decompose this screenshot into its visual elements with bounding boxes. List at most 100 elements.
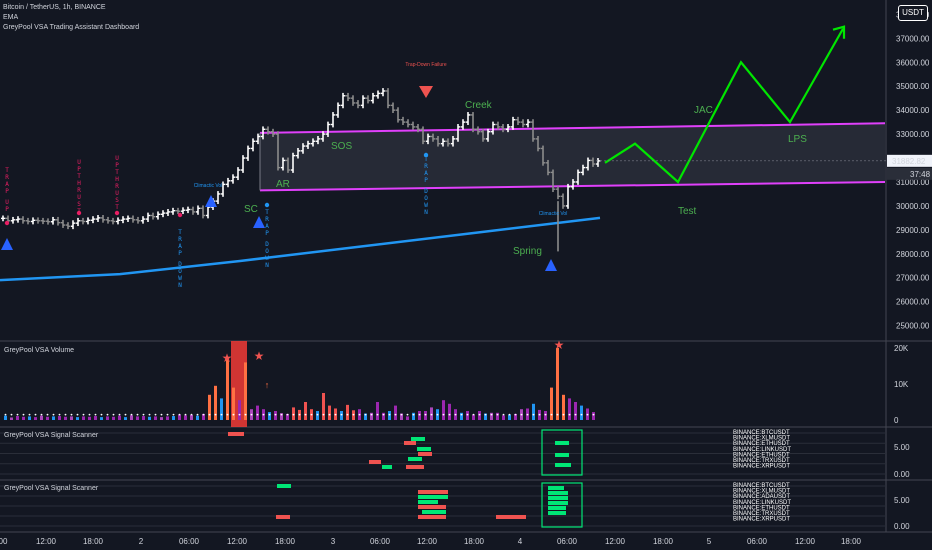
- volume-ma-dot: [436, 413, 439, 416]
- volume-bar: [574, 402, 577, 420]
- volume-bar: [112, 416, 115, 420]
- volume-ma-dot: [94, 413, 97, 416]
- signal-dot: [4, 220, 10, 226]
- price-tick-label: 25000.00: [896, 322, 930, 331]
- volume-ma-dot: [544, 413, 547, 416]
- volume-ma-dot: [538, 413, 541, 416]
- wyckoff-projection-line: [604, 28, 844, 184]
- volume-ma-dot: [430, 413, 433, 416]
- price-tick-label: 36000.00: [896, 58, 930, 67]
- wyckoff-label-jac: JAC: [694, 105, 713, 116]
- volume-bar: [280, 413, 283, 420]
- volume-bar: [22, 416, 25, 420]
- volume-ma-dot: [220, 413, 223, 416]
- volume-bar: [328, 405, 331, 420]
- volume-ma-dot: [286, 413, 289, 416]
- volume-ma-dot: [34, 413, 37, 416]
- signal-dot: [264, 202, 270, 208]
- volume-ma-dot: [520, 413, 523, 416]
- volume-bar: [490, 412, 493, 420]
- volume-ma-dot: [250, 413, 253, 416]
- volume-bar: [496, 412, 499, 420]
- volume-ma-dot: [202, 413, 205, 416]
- scanner1-symbol-label: BINANCE:LINKUSDT: [733, 447, 791, 453]
- scanner2-symbol-label: BINANCE:TRXUSDT: [733, 511, 790, 517]
- volume-ma-dot: [130, 413, 133, 416]
- scanner2-pane-title[interactable]: GreyPool VSA Signal Scanner: [4, 485, 99, 492]
- scanner2-signal-bar: [276, 515, 290, 519]
- volume-ma-dot: [268, 413, 271, 416]
- price-tick-label: 26000.00: [896, 298, 930, 307]
- volume-ma-dot: [304, 413, 307, 416]
- scanner2-symbol-label: BINANCE:LINKUSDT: [733, 500, 791, 506]
- volume-bar: [550, 387, 553, 420]
- scanner1-signal-bar: [555, 441, 569, 445]
- volume-bar: [154, 416, 157, 420]
- price-tick-label: 29000.00: [896, 226, 930, 235]
- symbol-title: Bitcoin / TetherUS, 1h, BINANCE: [3, 4, 106, 11]
- volume-pane-title[interactable]: GreyPool VSA Volume: [4, 347, 75, 354]
- price-tick-label: 30000.00: [896, 202, 930, 211]
- volume-ma-dot: [568, 413, 571, 416]
- volume-ma-dot: [532, 413, 535, 416]
- volume-ma-dot: [406, 413, 409, 416]
- time-tick-label: 12:00: [605, 537, 626, 546]
- scanner2-signal-bar: [418, 515, 446, 519]
- volume-bar: [172, 416, 175, 420]
- volume-ma-dot: [124, 413, 127, 416]
- climax-star-icon: ★: [222, 351, 233, 365]
- volume-ma-dot: [442, 413, 445, 416]
- volume-ma-dot: [118, 413, 121, 416]
- currency-button[interactable]: USDT: [898, 5, 928, 21]
- volume-bar: [196, 415, 199, 420]
- buy-triangle-icon: [1, 238, 13, 250]
- ema-line: [0, 216, 601, 282]
- volume-bar: [304, 402, 307, 420]
- volume-bar: [238, 400, 241, 420]
- volume-bar: [226, 357, 229, 420]
- volume-bar: [202, 413, 205, 420]
- volume-ma-dot: [292, 413, 295, 416]
- current-price-label: 31882.82: [892, 157, 926, 166]
- climactic-vol-signal: Climactic Vol: [539, 211, 568, 217]
- volume-tick-label: 20K: [894, 344, 909, 353]
- dashboard-indicator-label[interactable]: GreyPool VSA Trading Assistant Dashboard: [3, 24, 140, 31]
- scanner2-signal-bar: [418, 490, 448, 494]
- volume-ma-dot: [556, 413, 559, 416]
- volume-ma-dot: [580, 413, 583, 416]
- scanner2-signal-bar: [418, 505, 446, 509]
- time-tick-label: 00: [0, 537, 8, 546]
- volume-bar: [64, 416, 67, 420]
- volume-bar: [130, 415, 133, 420]
- range-top-line: [259, 122, 886, 134]
- volume-ma-dot: [370, 413, 373, 416]
- volume-ma-dot: [82, 413, 85, 416]
- volume-bar: [178, 414, 181, 420]
- price-tick-label: 37000.00: [896, 34, 930, 43]
- scanner2-highlight-box: [541, 482, 583, 528]
- ema-indicator-label[interactable]: EMA: [3, 14, 19, 21]
- volume-bar: [370, 412, 373, 420]
- volume-ma-dot: [58, 413, 61, 416]
- volume-bar: [76, 417, 79, 420]
- scanner1-pane-title[interactable]: GreyPool VSA Signal Scanner: [4, 432, 99, 439]
- volume-ma-dot: [100, 413, 103, 416]
- volume-ma-dot: [196, 413, 199, 416]
- buy-triangle-icon: [253, 216, 265, 228]
- volume-ma-dot: [490, 413, 493, 416]
- scanner2-symbol-label: BINANCE:XLMUSDT: [733, 489, 790, 495]
- volume-bar: [220, 398, 223, 420]
- volume-ma-dot: [274, 413, 277, 416]
- current-price-badge: [887, 154, 932, 167]
- volume-ma-dot: [172, 413, 175, 416]
- climax-star-icon: ★: [254, 349, 265, 363]
- volume-bar: [118, 415, 121, 420]
- scanner2-symbol-label: BINANCE:ETHUSDT: [733, 505, 790, 511]
- volume-ma-dot: [424, 413, 427, 416]
- wyckoff-label-lps: LPS: [788, 134, 807, 145]
- volume-bar: [532, 403, 535, 420]
- wyckoff-label-test: Test: [678, 206, 697, 217]
- volume-bar: [568, 398, 571, 420]
